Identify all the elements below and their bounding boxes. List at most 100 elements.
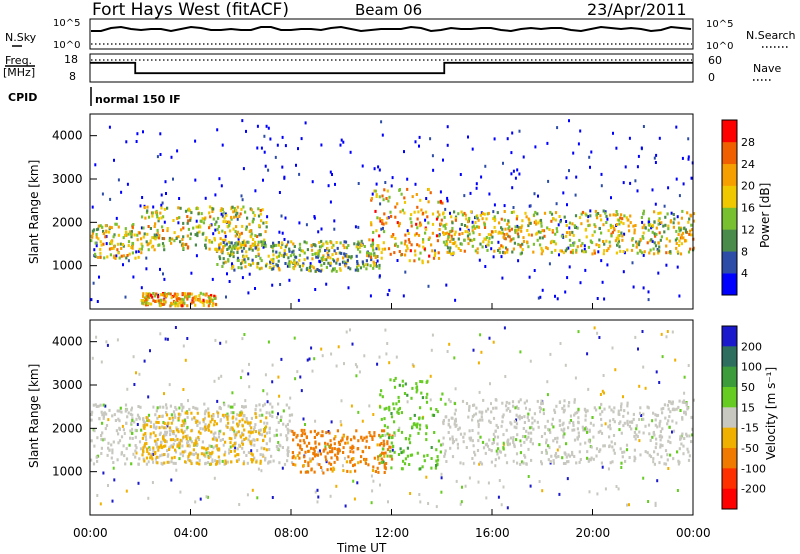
heatmap-cell <box>478 390 481 394</box>
heatmap-cell <box>591 252 594 256</box>
heatmap-cell <box>199 291 202 295</box>
heatmap-cell <box>214 193 217 197</box>
heatmap-cell <box>537 230 540 234</box>
heatmap-cell <box>188 209 192 213</box>
heatmap-cell <box>446 143 449 147</box>
heatmap-cell <box>518 414 521 418</box>
heatmap-cell <box>686 211 689 215</box>
heatmap-cell <box>475 186 478 190</box>
heatmap-cell <box>642 125 645 128</box>
heatmap-cell <box>241 240 244 244</box>
heatmap-cell <box>303 455 306 459</box>
heatmap-cell <box>635 427 638 431</box>
heatmap-cell <box>357 461 360 465</box>
heatmap-cell <box>602 240 605 243</box>
heatmap-cell <box>388 408 391 412</box>
heatmap-cell <box>404 233 407 237</box>
heatmap-cell <box>451 226 454 230</box>
heatmap-cell <box>197 298 200 302</box>
heatmap-cell <box>679 409 682 412</box>
heatmap-cell <box>448 342 451 346</box>
heatmap-cell <box>333 227 336 231</box>
heatmap-cell <box>239 262 243 266</box>
heatmap-cell <box>141 301 144 305</box>
heatmap-cell <box>190 440 193 444</box>
heatmap-cell <box>608 240 611 244</box>
heatmap-cell <box>651 419 654 423</box>
heatmap-cell <box>162 244 165 248</box>
heatmap-cell <box>527 245 530 249</box>
heatmap-cell <box>135 446 138 450</box>
velocity-colorbar-swatch <box>722 387 737 408</box>
heatmap-cell <box>501 276 504 280</box>
heatmap-cell <box>152 205 155 209</box>
heatmap-cell <box>551 229 554 232</box>
heatmap-cell <box>517 407 520 410</box>
heatmap-cell <box>112 235 115 239</box>
heatmap-cell <box>178 197 181 200</box>
heatmap-cell <box>600 172 603 176</box>
heatmap-cell <box>504 246 508 250</box>
heatmap-cell <box>122 444 125 448</box>
heatmap-cell <box>568 119 570 123</box>
heatmap-cell <box>456 446 460 450</box>
heatmap-cell <box>93 444 96 448</box>
heatmap-cell <box>335 484 338 488</box>
heatmap-cell <box>198 230 201 234</box>
heatmap-cell <box>690 223 693 227</box>
heatmap-cell <box>130 230 133 234</box>
heatmap-cell <box>405 249 408 253</box>
heatmap-cell <box>625 443 629 447</box>
heatmap-cell <box>178 444 181 448</box>
heatmap-cell <box>94 403 97 407</box>
power-colorbar-tick: 24 <box>741 158 755 171</box>
heatmap-cell <box>324 441 327 445</box>
heatmap-cell <box>655 414 658 418</box>
heatmap-cell <box>149 425 152 429</box>
heatmap-cell <box>93 248 96 252</box>
heatmap-cell <box>621 234 624 238</box>
heatmap-cell <box>587 439 590 443</box>
heatmap-cell <box>342 256 345 260</box>
heatmap-cell <box>194 419 197 423</box>
heatmap-cell <box>619 216 622 220</box>
heatmap-cell <box>378 195 381 199</box>
heatmap-cell <box>642 286 645 290</box>
heatmap-cell <box>298 456 301 460</box>
heatmap-cell <box>122 254 125 258</box>
heatmap-cell <box>441 201 444 205</box>
heatmap-cell <box>285 438 289 442</box>
heatmap-cell <box>532 250 535 254</box>
heatmap-cell <box>358 246 361 249</box>
heatmap-cell <box>674 238 677 242</box>
heatmap-cell <box>296 433 299 437</box>
heatmap-cell <box>621 450 624 454</box>
heatmap-cell <box>113 158 115 162</box>
heatmap-cell <box>684 412 687 416</box>
heatmap-cell <box>296 370 299 374</box>
heatmap-cell <box>537 221 540 225</box>
heatmap-cell <box>97 237 100 241</box>
heatmap-cell <box>222 257 225 261</box>
heatmap-cell <box>329 462 333 466</box>
heatmap-cell <box>678 239 681 243</box>
heatmap-cell <box>436 210 440 214</box>
heatmap-cell <box>349 328 351 332</box>
heatmap-cell <box>360 239 363 243</box>
heatmap-cell <box>402 459 405 463</box>
heatmap-cell <box>424 231 427 235</box>
heatmap-cell <box>337 345 340 349</box>
heatmap-cell <box>541 288 544 292</box>
heatmap-cell <box>118 439 122 443</box>
heatmap-cell <box>510 151 513 155</box>
heatmap-cell <box>309 262 312 266</box>
heatmap-cell <box>102 403 105 407</box>
heatmap-cell <box>210 444 213 448</box>
heatmap-cell <box>474 221 477 224</box>
heatmap-cell <box>458 426 461 430</box>
heatmap-cell <box>130 431 134 435</box>
heatmap-cell <box>671 419 674 423</box>
heatmap-cell <box>346 435 349 439</box>
heatmap-cell <box>236 447 239 451</box>
